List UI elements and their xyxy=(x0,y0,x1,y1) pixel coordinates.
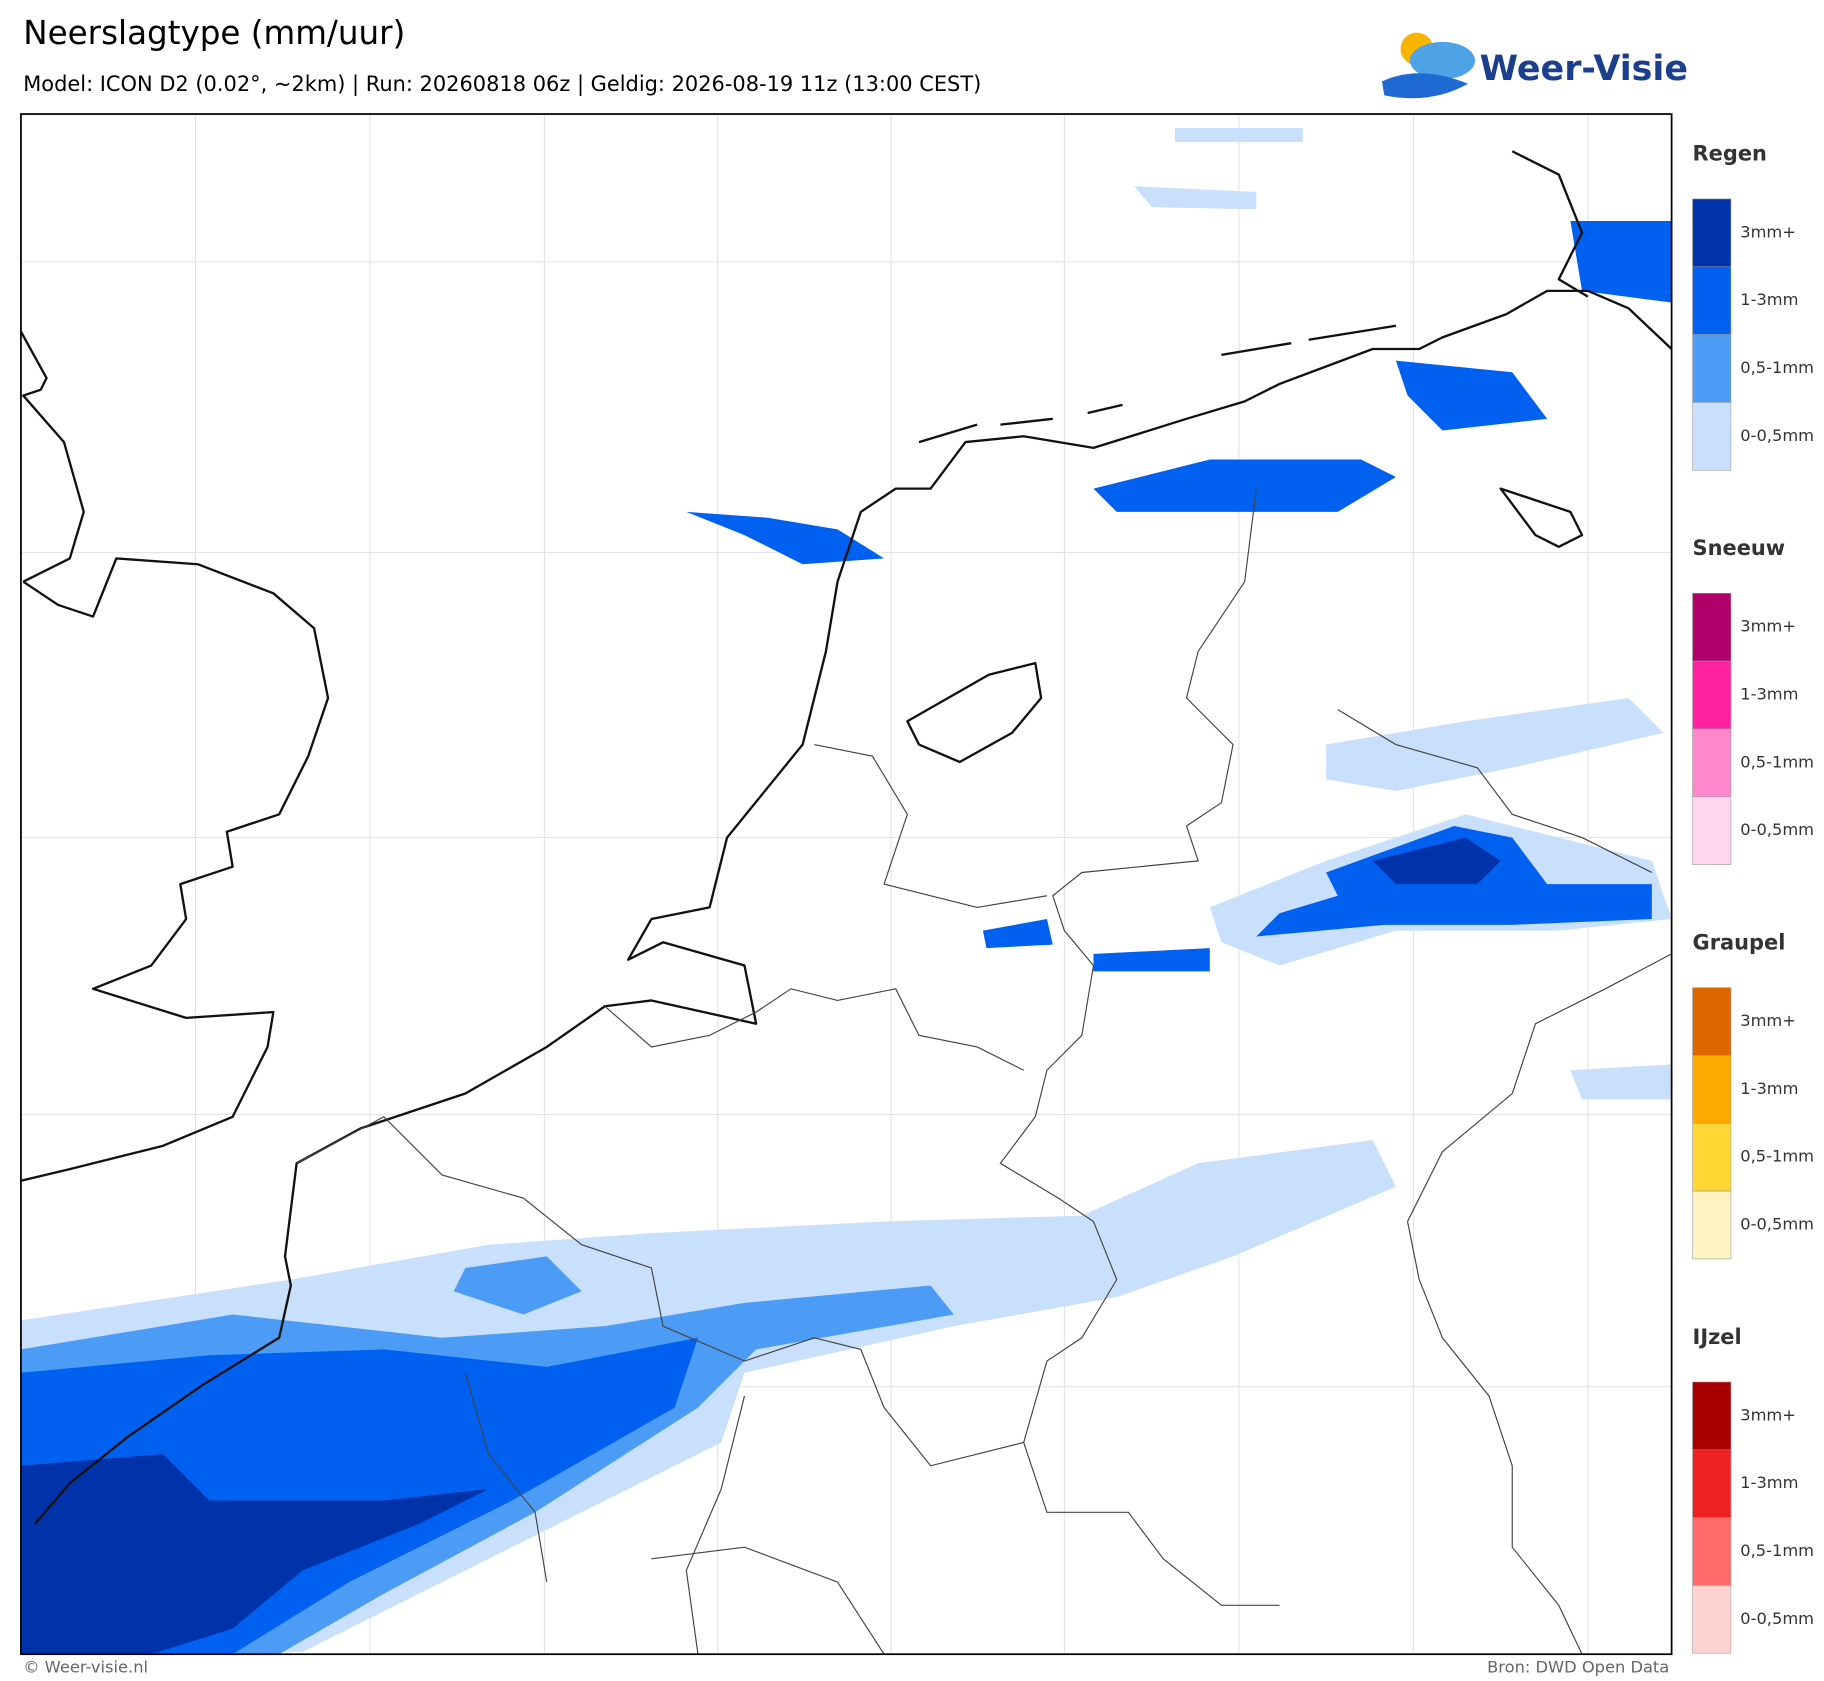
legend-label: 0,5-1mm xyxy=(1740,358,1814,377)
legend-label: 0-0,5mm xyxy=(1740,1215,1814,1234)
legend: Regen 3mm+ 1-3mm 0,5-1mm 0-0,5mm Sneeuw 3mm+ 1-… xyxy=(1692,142,1814,1654)
legend-label: 3mm+ xyxy=(1740,222,1796,241)
title: Neerslagtype (mm/uur) xyxy=(23,14,405,52)
legend-label: 3mm+ xyxy=(1740,1011,1796,1030)
logo-text: Weer-Visie xyxy=(1480,49,1688,89)
legend-swatch xyxy=(1692,660,1732,730)
legend-label: 0,5-1mm xyxy=(1740,752,1814,771)
legend-title: IJzel xyxy=(1693,1325,1742,1349)
precipitation xyxy=(20,128,1672,1655)
legend-swatch xyxy=(1692,987,1732,1056)
map-frame xyxy=(20,113,1673,1656)
legend-swatch xyxy=(1692,402,1732,471)
map xyxy=(20,114,1672,1655)
legend-swatch xyxy=(1692,1585,1732,1654)
legend-swatch xyxy=(1692,1190,1732,1260)
legend-swatch xyxy=(1692,1122,1732,1192)
legend-title: Regen xyxy=(1693,142,1767,166)
legend-label: 0-0,5mm xyxy=(1740,820,1814,839)
legend-label: 1-3mm xyxy=(1740,1473,1798,1492)
legend-swatch xyxy=(1692,1381,1732,1451)
legend-label: 0,5-1mm xyxy=(1740,1541,1814,1560)
legend-swatch xyxy=(1692,1449,1732,1518)
legend-swatch xyxy=(1692,796,1732,865)
legend-swatch xyxy=(1692,198,1732,268)
legend-label: 3mm+ xyxy=(1740,1405,1796,1424)
legend-label: 0,5-1mm xyxy=(1740,1147,1814,1166)
logo: Weer-Visie xyxy=(1381,32,1688,99)
data-source: Bron: DWD Open Data xyxy=(1487,1658,1669,1677)
legend-label: 3mm+ xyxy=(1740,617,1796,636)
copyright: © Weer-visie.nl xyxy=(23,1658,148,1677)
coastlines xyxy=(20,150,1672,1525)
subtitle: Model: ICON D2 (0.02°, ~2km) | Run: 2026… xyxy=(23,72,981,97)
legend-title: Sneeuw xyxy=(1693,536,1786,560)
legend-swatch xyxy=(1692,266,1732,335)
borders xyxy=(296,488,1672,1655)
legend-swatch xyxy=(1692,1517,1732,1586)
legend-swatch xyxy=(1692,593,1732,662)
legend-label: 0-0,5mm xyxy=(1740,1609,1814,1628)
legend-title: Graupel xyxy=(1693,930,1786,954)
legend-label: 0-0,5mm xyxy=(1740,426,1814,445)
legend-swatch xyxy=(1692,1055,1732,1124)
legend-label: 1-3mm xyxy=(1740,1079,1798,1098)
legend-swatch xyxy=(1692,728,1732,798)
legend-swatch xyxy=(1692,334,1732,403)
legend-label: 1-3mm xyxy=(1740,685,1798,704)
legend-label: 1-3mm xyxy=(1740,290,1798,309)
